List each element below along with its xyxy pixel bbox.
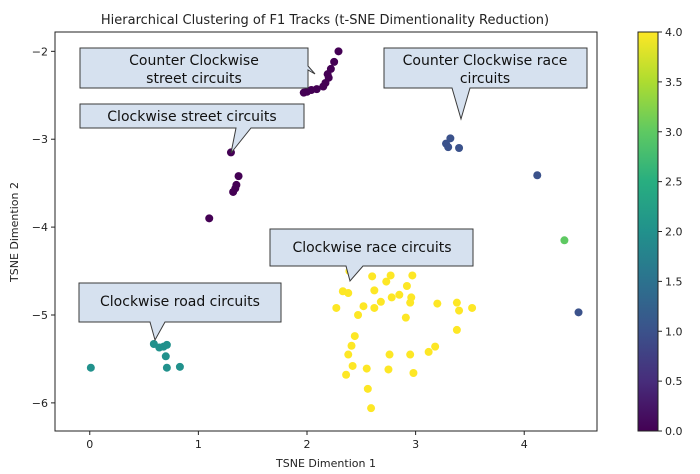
data-point xyxy=(452,325,461,334)
data-point xyxy=(161,352,170,361)
data-point xyxy=(386,271,395,280)
data-point xyxy=(431,342,440,351)
data-point xyxy=(382,277,391,286)
data-point xyxy=(376,297,385,306)
data-point xyxy=(175,362,184,371)
callout-text-ccw-street-2: street circuits xyxy=(146,71,242,87)
data-point xyxy=(406,298,415,307)
x-tick-label: 2 xyxy=(303,438,310,451)
colorbar-tick-label: 3.5 xyxy=(665,76,683,89)
x-tick-label: 4 xyxy=(521,438,528,451)
chart-title: Hierarchical Clustering of F1 Tracks (t-… xyxy=(101,13,549,28)
callout-text-cw-road: Clockwise road circuits xyxy=(100,294,260,310)
colorbar-tick-label: 4.0 xyxy=(665,26,683,39)
data-point xyxy=(446,134,455,143)
data-point xyxy=(409,368,418,377)
data-point xyxy=(362,364,371,373)
data-point xyxy=(367,404,376,413)
data-point xyxy=(347,341,356,350)
data-point xyxy=(344,289,353,298)
data-point xyxy=(344,350,353,359)
data-point xyxy=(387,293,396,302)
colorbar-tick-label: 0.0 xyxy=(665,425,683,438)
data-point xyxy=(455,306,464,315)
colorbar xyxy=(637,31,659,432)
y-tick-label: −2 xyxy=(32,45,48,58)
data-point xyxy=(348,361,357,370)
data-point xyxy=(162,363,171,372)
data-point xyxy=(408,271,417,280)
y-axis-label: TSNE Dimention 2 xyxy=(8,182,21,283)
colorbar-tick-label: 3.0 xyxy=(665,126,683,139)
data-point xyxy=(452,298,461,307)
data-point xyxy=(384,365,393,374)
data-point xyxy=(334,47,343,56)
data-point xyxy=(332,303,341,312)
data-point xyxy=(368,272,377,281)
data-point xyxy=(234,172,243,181)
data-point xyxy=(319,82,328,91)
data-point xyxy=(330,57,339,66)
callout-text-ccw-street-1: Counter Clockwise xyxy=(129,53,259,69)
colorbar-tick-label: 0.5 xyxy=(665,375,683,388)
data-point xyxy=(229,187,238,196)
data-point xyxy=(574,308,583,317)
data-point xyxy=(370,286,379,295)
callout-counter-clockwise-street: Counter Clockwise street circuits xyxy=(79,47,316,89)
data-point xyxy=(359,302,368,311)
callout-counter-clockwise-race: Counter Clockwise race circuits xyxy=(383,47,588,121)
x-tick-label: 0 xyxy=(86,438,93,451)
data-point xyxy=(401,313,410,322)
data-point xyxy=(406,350,415,359)
callout-text-cw-race: Clockwise race circuits xyxy=(292,240,451,256)
y-tick-label: −4 xyxy=(32,221,48,234)
y-tick-label: −6 xyxy=(32,397,48,410)
data-point xyxy=(424,347,433,356)
data-point xyxy=(395,290,404,299)
y-tick-label: −3 xyxy=(32,133,48,146)
data-point xyxy=(560,236,569,245)
data-point xyxy=(370,303,379,312)
data-point xyxy=(350,332,359,341)
data-point xyxy=(86,363,95,372)
colorbar-tick-label: 2.5 xyxy=(665,176,683,189)
data-point xyxy=(354,310,363,319)
data-point xyxy=(455,144,464,153)
callout-text-ccw-race-1: Counter Clockwise race xyxy=(403,53,568,69)
callout-clockwise-road: Clockwise road circuits xyxy=(78,282,282,342)
data-point xyxy=(363,384,372,393)
callout-text-cw-street: Clockwise street circuits xyxy=(107,109,276,125)
callout-text-ccw-race-2: circuits xyxy=(460,71,510,87)
data-point xyxy=(162,340,171,349)
colorbar-tick-label: 1.0 xyxy=(665,325,683,338)
callout-clockwise-street: Clockwise street circuits xyxy=(79,103,305,154)
data-point xyxy=(205,214,214,223)
data-point xyxy=(342,370,351,379)
colorbar-tick-label: 2.0 xyxy=(665,226,683,239)
callout-clockwise-race: Clockwise race circuits xyxy=(269,228,474,283)
data-point xyxy=(433,299,442,308)
data-point xyxy=(533,171,542,180)
data-point xyxy=(385,350,394,359)
colorbar-tick-label: 1.5 xyxy=(665,275,683,288)
x-tick-label: 3 xyxy=(412,438,419,451)
data-point xyxy=(299,88,308,97)
data-point xyxy=(468,303,477,312)
y-tick-label: −5 xyxy=(32,309,48,322)
data-point xyxy=(402,281,411,290)
x-tick-label: 1 xyxy=(195,438,202,451)
x-axis-label: TSNE Dimention 1 xyxy=(275,457,376,470)
data-point xyxy=(444,143,453,152)
